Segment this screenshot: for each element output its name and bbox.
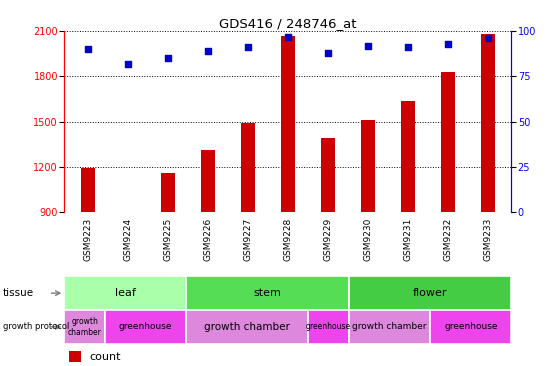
Bar xyxy=(186,276,349,310)
Bar xyxy=(308,310,349,344)
Text: flower: flower xyxy=(413,288,447,298)
Bar xyxy=(105,310,186,344)
Text: tissue: tissue xyxy=(3,288,34,298)
Point xyxy=(244,45,253,51)
Text: leaf: leaf xyxy=(115,288,136,298)
Point xyxy=(203,48,212,54)
Bar xyxy=(321,138,335,212)
Bar xyxy=(81,168,95,212)
Bar xyxy=(430,310,511,344)
Bar xyxy=(241,123,255,212)
Text: greenhouse: greenhouse xyxy=(306,322,351,331)
Text: stem: stem xyxy=(254,288,282,298)
Text: GSM9229: GSM9229 xyxy=(323,217,332,261)
Bar xyxy=(361,120,375,212)
Text: GSM9231: GSM9231 xyxy=(403,217,412,261)
Bar xyxy=(64,276,186,310)
Text: count: count xyxy=(89,352,120,362)
Text: GSM9233: GSM9233 xyxy=(483,217,492,261)
Bar xyxy=(281,36,295,212)
Bar xyxy=(121,212,135,215)
Text: GSM9224: GSM9224 xyxy=(124,217,132,261)
Bar xyxy=(349,276,511,310)
Point xyxy=(323,50,332,56)
Point xyxy=(483,36,492,41)
Bar xyxy=(186,310,308,344)
Text: greenhouse: greenhouse xyxy=(444,322,498,331)
Point xyxy=(84,46,93,52)
Point xyxy=(283,34,292,40)
Bar xyxy=(481,34,495,212)
Bar xyxy=(440,72,454,212)
Text: GSM9228: GSM9228 xyxy=(283,217,292,261)
Text: growth
chamber: growth chamber xyxy=(68,317,102,337)
Text: GSM9232: GSM9232 xyxy=(443,217,452,261)
Title: GDS416 / 248746_at: GDS416 / 248746_at xyxy=(219,17,357,30)
Text: GSM9227: GSM9227 xyxy=(244,217,253,261)
Text: growth chamber: growth chamber xyxy=(352,322,427,331)
Text: GSM9230: GSM9230 xyxy=(363,217,372,261)
Bar xyxy=(64,310,105,344)
Text: GSM9226: GSM9226 xyxy=(203,217,212,261)
Point xyxy=(164,55,173,61)
Text: greenhouse: greenhouse xyxy=(119,322,172,331)
Bar xyxy=(401,101,415,212)
Text: growth chamber: growth chamber xyxy=(204,322,290,332)
Point xyxy=(363,43,372,49)
Bar xyxy=(201,150,215,212)
Text: growth protocol: growth protocol xyxy=(3,322,69,331)
Point xyxy=(124,61,132,67)
Point xyxy=(403,45,412,51)
Text: GSM9223: GSM9223 xyxy=(84,217,93,261)
Bar xyxy=(161,173,175,212)
Bar xyxy=(69,351,81,362)
Text: GSM9225: GSM9225 xyxy=(164,217,173,261)
Bar xyxy=(349,310,430,344)
Point xyxy=(443,41,452,47)
